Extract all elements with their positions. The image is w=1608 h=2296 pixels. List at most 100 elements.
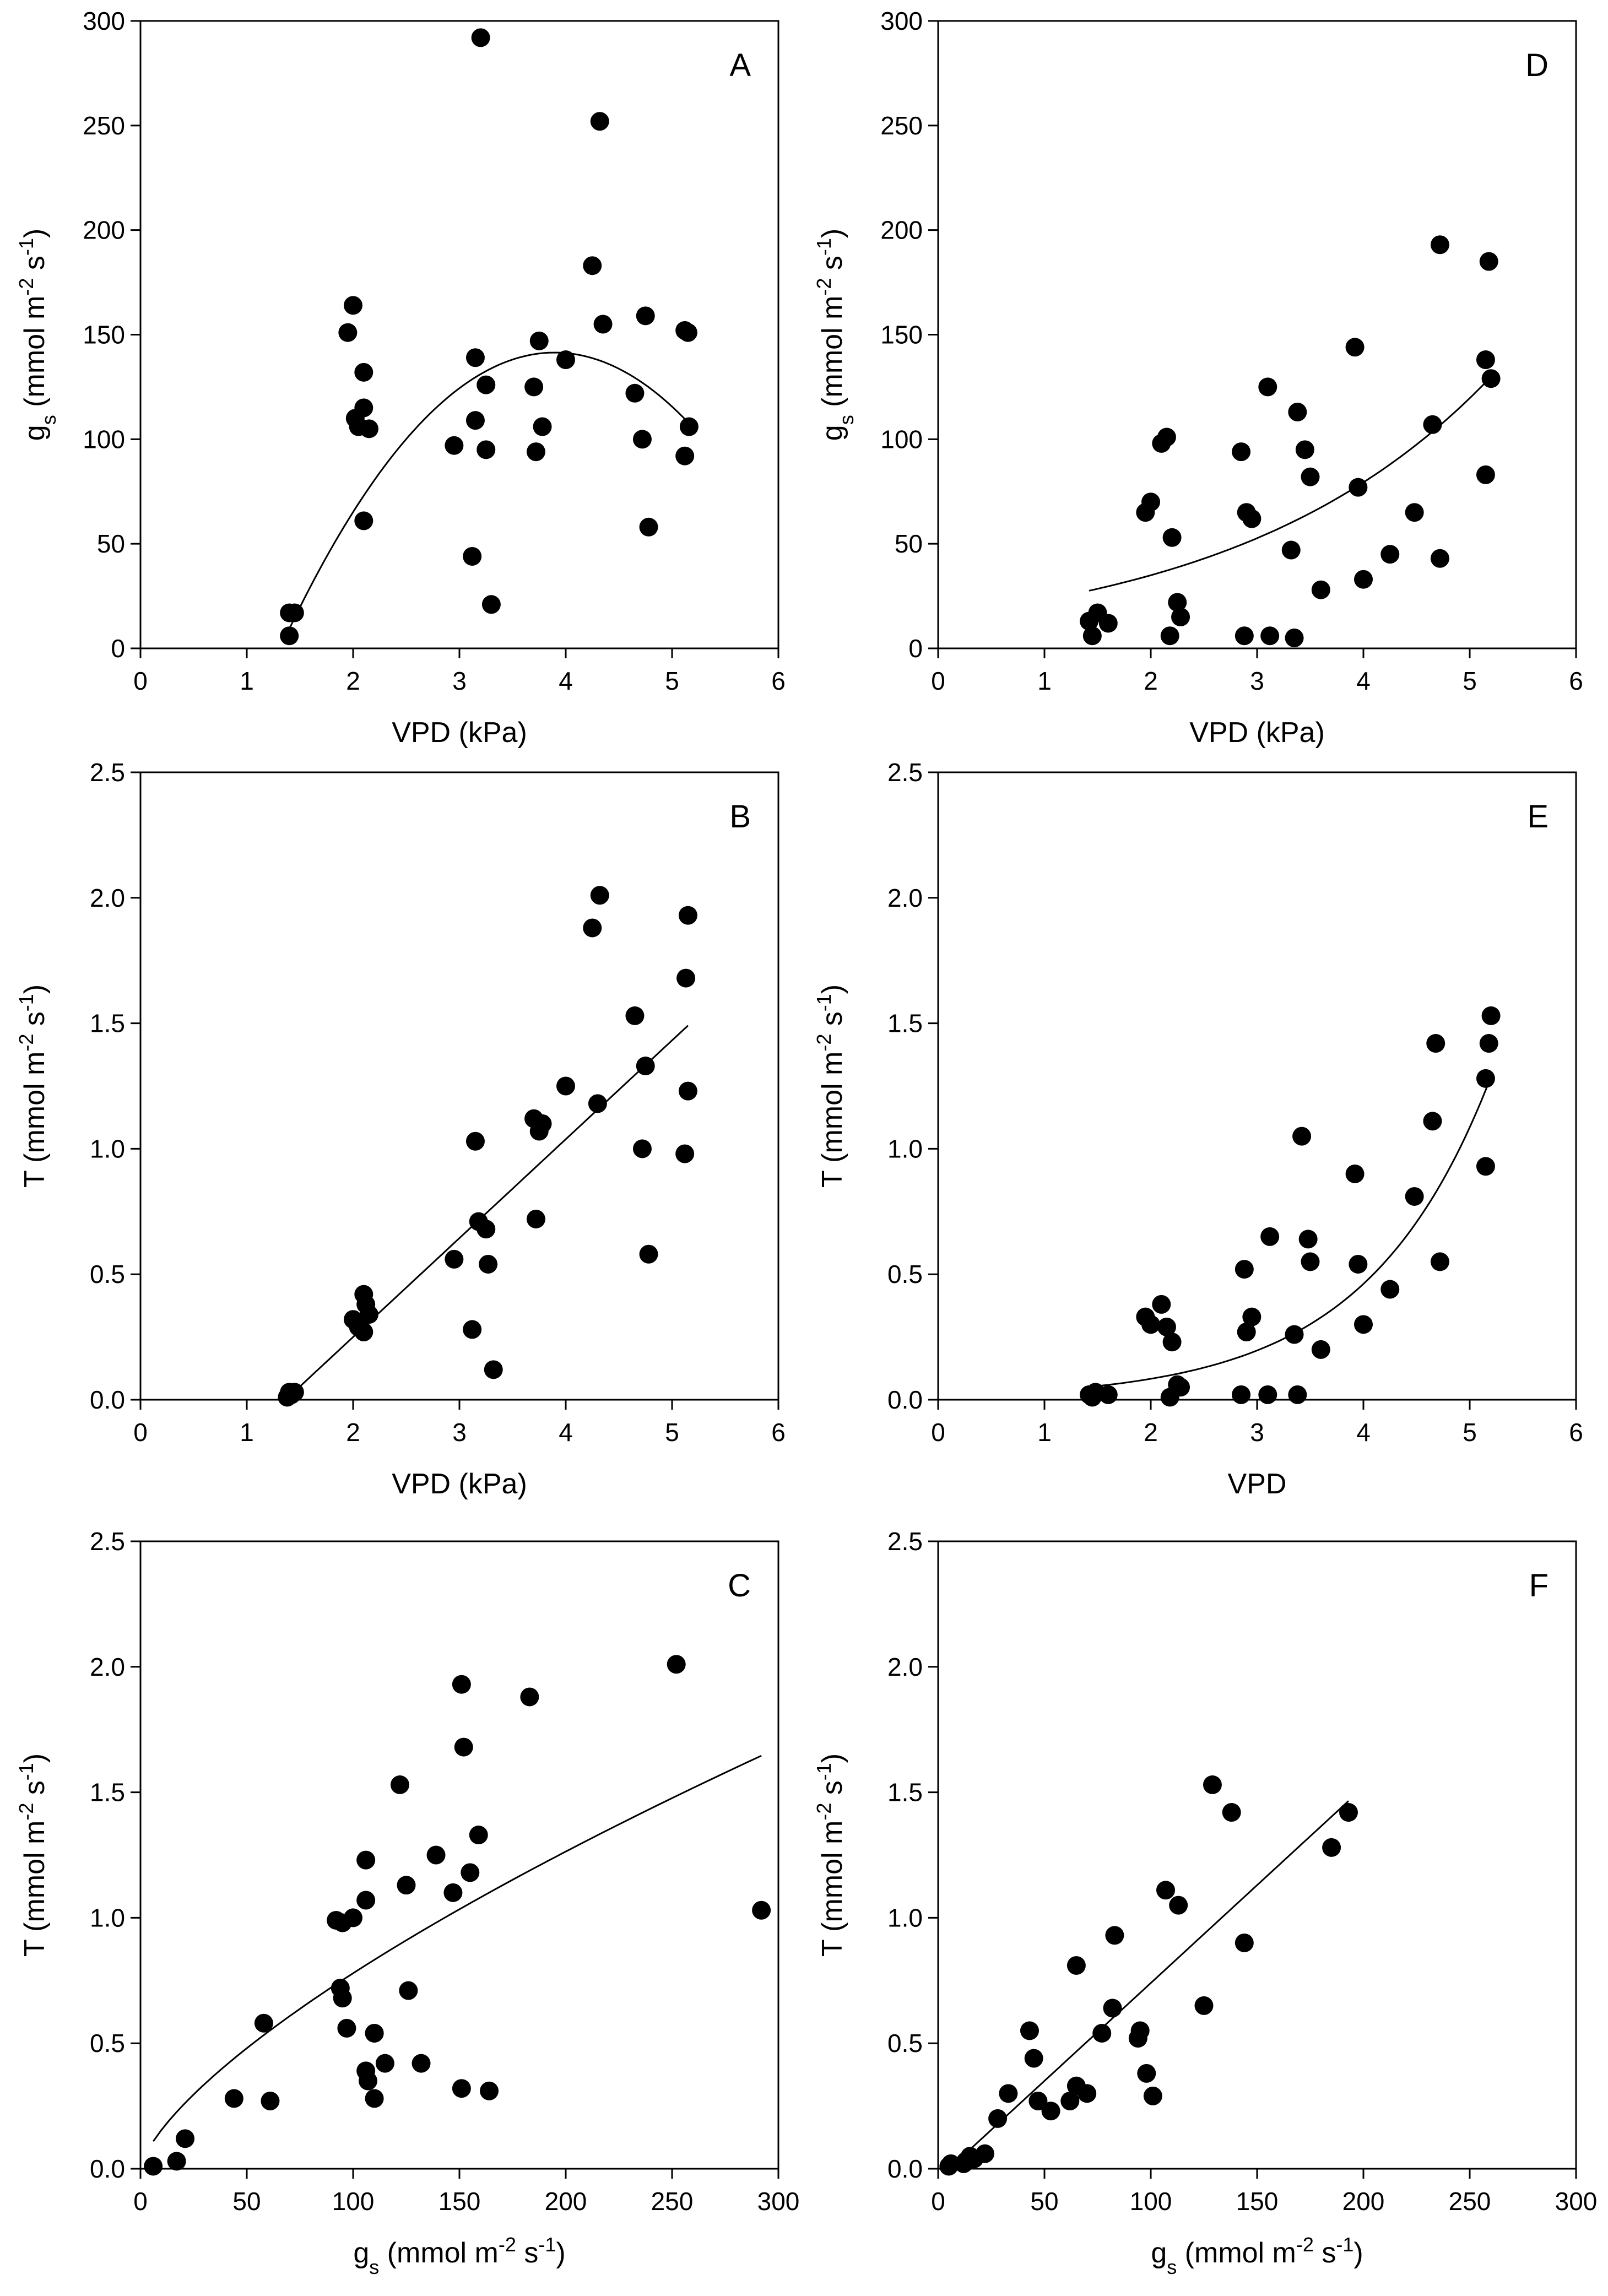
data-point <box>452 1675 471 1694</box>
data-point <box>583 918 602 938</box>
x-tick-label: 0 <box>931 1418 945 1447</box>
y-tick-label: 200 <box>880 216 923 245</box>
data-point <box>443 1883 463 1902</box>
data-point <box>556 350 575 370</box>
y-tick-label: 1.5 <box>887 1778 923 1807</box>
data-point <box>1298 1230 1318 1249</box>
x-tick-label: 5 <box>1463 1418 1477 1447</box>
panel-a: 0 1 2 3 4 5 6 0 50 100 150 200 250 300 A VPD (kPa) gs (m… <box>15 7 786 749</box>
data-point <box>390 1775 409 1794</box>
data-point <box>1322 1838 1341 1857</box>
data-point <box>529 331 549 350</box>
data-point <box>280 626 299 646</box>
data-point <box>1476 465 1495 484</box>
data-point <box>471 28 490 47</box>
data-point <box>1258 1385 1277 1404</box>
data-point <box>1345 338 1365 357</box>
y-tick-label: 300 <box>880 7 923 35</box>
data-point <box>1157 1317 1176 1336</box>
y-tick-label: 250 <box>880 111 923 140</box>
data-point <box>1162 528 1182 547</box>
x-tick-label: 2 <box>1144 1418 1158 1447</box>
y-tick-label: 0.0 <box>90 2154 125 2183</box>
data-point <box>1098 614 1118 633</box>
data-point <box>556 1076 575 1096</box>
data-point <box>632 1139 652 1158</box>
data-point <box>452 2079 471 2098</box>
x-tick-label: 4 <box>559 1418 573 1447</box>
data-point <box>1203 1775 1222 1794</box>
x-tick-label: 1 <box>1037 1418 1052 1447</box>
data-point <box>399 1981 418 2000</box>
data-point <box>1157 427 1176 447</box>
data-point <box>224 2089 243 2108</box>
data-point <box>1024 2049 1043 2068</box>
data-point <box>167 2152 186 2171</box>
data-point <box>1380 1280 1400 1299</box>
x-tick-label: 4 <box>1356 667 1371 695</box>
data-point <box>1141 492 1160 512</box>
x-tick-label: 250 <box>1449 2187 1491 2216</box>
data-point <box>1311 580 1330 599</box>
panel-letter: B <box>729 799 751 835</box>
x-tick-label: 4 <box>559 667 573 695</box>
data-point <box>254 2013 273 2033</box>
y-tick-label: 0.0 <box>887 2154 923 2183</box>
data-point <box>480 2081 499 2100</box>
data-point <box>356 1891 376 1910</box>
y-tick-label: 150 <box>880 321 923 349</box>
x-tick-label: 150 <box>438 2187 481 2216</box>
x-tick-label: 5 <box>1463 667 1477 695</box>
panel-f: 0 50 100 150 200 250 300 0.0 0.5 1.0 1.5 2.0 2.5 Fgs … <box>813 1527 1598 2278</box>
panel-letter: D <box>1525 47 1549 83</box>
data-point <box>359 1305 378 1324</box>
data-point <box>1288 1385 1307 1404</box>
data-point <box>639 517 658 537</box>
data-point <box>1430 1252 1449 1271</box>
y-tick-label: 1.0 <box>887 1134 923 1163</box>
y-tick-label: 2.5 <box>90 758 125 787</box>
y-tick-label: 1.5 <box>887 1009 923 1038</box>
data-point <box>1301 467 1320 486</box>
data-point <box>1354 1315 1373 1334</box>
data-point <box>397 1876 416 1895</box>
x-tick-label: 150 <box>1236 2187 1279 2216</box>
x-tick-label: 5 <box>665 1418 679 1447</box>
data-point <box>590 112 609 131</box>
data-point <box>1339 1803 1358 1822</box>
data-point <box>282 1385 301 1404</box>
data-point <box>412 2054 431 2073</box>
y-tick-label: 2.5 <box>90 1527 125 1556</box>
data-point <box>477 375 496 394</box>
y-tick-label: 50 <box>895 529 923 558</box>
data-point <box>1160 626 1179 646</box>
fit-curve <box>1089 376 1492 592</box>
data-point <box>1141 1315 1160 1334</box>
data-point <box>1301 1252 1320 1271</box>
y-axis-label: T (mmol m-2 s-1) <box>813 984 849 1188</box>
data-point <box>675 446 695 465</box>
data-point <box>1288 402 1307 421</box>
y-tick-label: 50 <box>97 529 125 558</box>
y-tick-label: 2.0 <box>887 884 923 912</box>
y-tick-label: 0.5 <box>90 1260 125 1288</box>
data-point <box>144 2157 163 2176</box>
data-point <box>1405 503 1424 522</box>
data-point <box>1481 1006 1501 1025</box>
x-axis-label: gs (mmol m-2 s-1) <box>1151 2233 1363 2278</box>
plot-frame <box>139 1540 779 2170</box>
data-point <box>1476 1157 1495 1176</box>
x-tick-label: 3 <box>452 667 467 695</box>
data-point <box>1405 1187 1424 1206</box>
data-point <box>679 417 699 436</box>
x-tick-label: 3 <box>1250 667 1264 695</box>
data-point <box>999 2084 1018 2103</box>
data-point <box>463 546 482 566</box>
data-point <box>1137 2064 1156 2083</box>
x-tick-label: 0 <box>133 2187 148 2216</box>
data-point <box>344 296 362 315</box>
data-point <box>1260 626 1280 646</box>
data-point <box>533 417 552 436</box>
y-tick-label: 2.0 <box>90 1653 125 1681</box>
x-tick-label: 1 <box>240 1418 254 1447</box>
